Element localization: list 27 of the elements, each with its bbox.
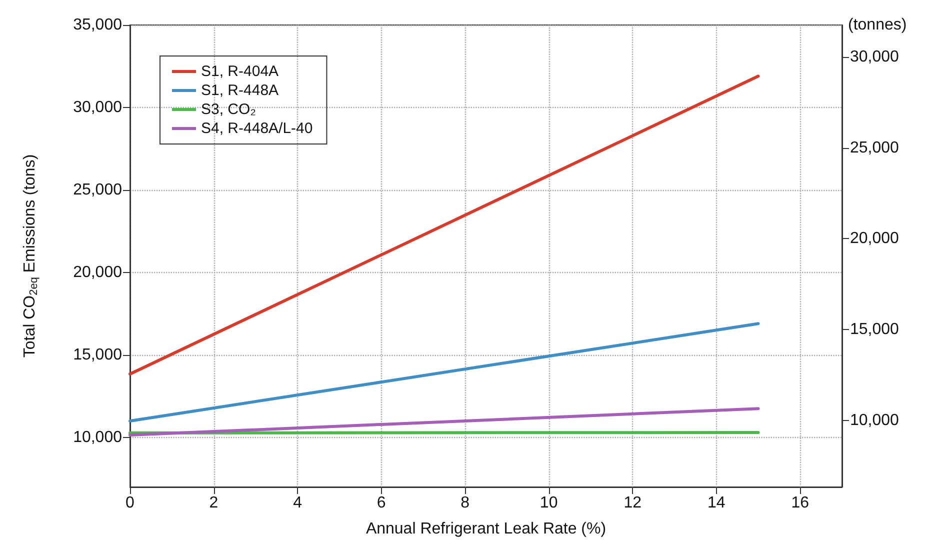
x-tick-label: 14: [707, 494, 726, 512]
x-tick-label: 10: [540, 494, 558, 512]
legend-label: S3, CO₂: [201, 101, 256, 118]
y-tick-label: 35,000: [73, 16, 122, 34]
y-tick-label: 10,000: [73, 429, 122, 446]
y2-axis-title: (tonnes): [848, 16, 907, 34]
y-tick-label: 15,000: [73, 346, 122, 364]
y2-tick-label: 15,000: [850, 321, 900, 338]
x-tick-label: 6: [376, 494, 386, 512]
legend-label: S1, R-448A: [201, 82, 279, 99]
y2-tick-label: 25,000: [850, 139, 900, 156]
x-tick-label: 4: [293, 494, 302, 512]
x-tick-label: 2: [209, 494, 218, 512]
y-tick-label: 30,000: [73, 99, 122, 116]
y-tick-label: 25,000: [73, 182, 122, 198]
y-axis-title: Total CO2eq Emissions (tons): [22, 154, 40, 358]
x-tick-label: 16: [791, 494, 810, 512]
x-tick-label: 0: [126, 494, 135, 512]
y-tick-label: 20,000: [73, 264, 122, 281]
legend-label: S4, R-448A/L-40: [201, 120, 313, 137]
y2-tick-label: 10,000: [850, 412, 900, 430]
legend-label: S1, R-404A: [201, 63, 279, 80]
y2-tick-label: 30,000: [850, 48, 900, 66]
x-tick-label: 12: [624, 494, 642, 512]
x-tick-label: 8: [460, 494, 470, 512]
y2-tick-label: 20,000: [850, 230, 900, 248]
x-axis-title: Annual Refrigerant Leak Rate (%): [366, 520, 606, 538]
